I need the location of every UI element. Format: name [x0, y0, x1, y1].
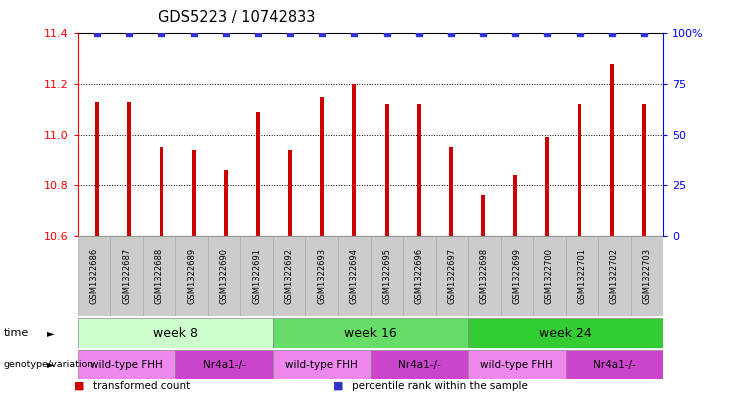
- Bar: [338, 236, 370, 316]
- Bar: [370, 350, 468, 379]
- Bar: [240, 236, 273, 316]
- Bar: [565, 236, 598, 316]
- Text: GSM1322694: GSM1322694: [350, 248, 359, 304]
- Bar: [78, 318, 273, 348]
- Bar: [370, 236, 403, 316]
- Bar: [533, 236, 565, 316]
- Text: GSM1322697: GSM1322697: [448, 248, 456, 304]
- Bar: [78, 236, 110, 316]
- Bar: [436, 236, 468, 316]
- Bar: [176, 236, 208, 316]
- Bar: [273, 350, 370, 379]
- Text: time: time: [4, 328, 29, 338]
- Bar: [353, 84, 356, 236]
- Bar: [273, 236, 305, 316]
- Bar: [176, 350, 273, 379]
- Text: ■: ■: [333, 381, 344, 391]
- Text: GDS5223 / 10742833: GDS5223 / 10742833: [159, 10, 316, 25]
- Text: GSM1322696: GSM1322696: [415, 248, 424, 304]
- Bar: [192, 150, 196, 236]
- Text: week 16: week 16: [344, 327, 397, 340]
- Text: ►: ►: [47, 328, 54, 338]
- Bar: [159, 147, 163, 236]
- Bar: [256, 112, 260, 236]
- Text: GSM1322693: GSM1322693: [317, 248, 326, 304]
- Text: GSM1322688: GSM1322688: [155, 248, 164, 304]
- Text: Nr4a1-/-: Nr4a1-/-: [203, 360, 245, 369]
- Bar: [468, 318, 663, 348]
- Text: Nr4a1-/-: Nr4a1-/-: [398, 360, 441, 369]
- Text: Nr4a1-/-: Nr4a1-/-: [593, 360, 636, 369]
- Text: GSM1322687: GSM1322687: [122, 248, 131, 304]
- Bar: [468, 350, 565, 379]
- Text: transformed count: transformed count: [93, 381, 190, 391]
- Text: genotype/variation: genotype/variation: [4, 360, 94, 369]
- Text: GSM1322703: GSM1322703: [642, 248, 651, 304]
- Bar: [598, 236, 631, 316]
- Text: GSM1322700: GSM1322700: [545, 248, 554, 304]
- Bar: [403, 236, 436, 316]
- Bar: [468, 236, 501, 316]
- Bar: [610, 64, 614, 236]
- Bar: [385, 104, 388, 236]
- Bar: [95, 102, 99, 236]
- Bar: [305, 236, 338, 316]
- Bar: [273, 318, 468, 348]
- Text: wild-type FHH: wild-type FHH: [285, 360, 358, 369]
- Bar: [514, 175, 517, 236]
- Text: GSM1322695: GSM1322695: [382, 248, 391, 304]
- Text: week 8: week 8: [153, 327, 198, 340]
- Text: wild-type FHH: wild-type FHH: [480, 360, 554, 369]
- Text: GSM1322686: GSM1322686: [90, 248, 99, 304]
- Bar: [78, 350, 176, 379]
- Bar: [545, 137, 549, 236]
- Bar: [288, 150, 292, 236]
- Text: wild-type FHH: wild-type FHH: [90, 360, 163, 369]
- Bar: [565, 350, 663, 379]
- Text: GSM1322698: GSM1322698: [480, 248, 489, 304]
- Bar: [127, 102, 131, 236]
- Bar: [224, 170, 227, 236]
- Text: week 24: week 24: [539, 327, 592, 340]
- Text: ■: ■: [74, 381, 84, 391]
- Text: percentile rank within the sample: percentile rank within the sample: [352, 381, 528, 391]
- Text: GSM1322691: GSM1322691: [252, 248, 261, 304]
- Bar: [481, 195, 485, 236]
- Bar: [449, 147, 453, 236]
- Text: GSM1322692: GSM1322692: [285, 248, 293, 304]
- Text: GSM1322701: GSM1322701: [577, 248, 586, 304]
- Bar: [631, 236, 663, 316]
- Bar: [417, 104, 421, 236]
- Bar: [501, 236, 533, 316]
- Bar: [143, 236, 176, 316]
- Text: GSM1322690: GSM1322690: [219, 248, 229, 304]
- Text: ►: ►: [47, 360, 54, 369]
- Bar: [578, 104, 582, 236]
- Bar: [208, 236, 240, 316]
- Text: GSM1322699: GSM1322699: [512, 248, 522, 304]
- Text: GSM1322689: GSM1322689: [187, 248, 196, 304]
- Bar: [320, 97, 324, 236]
- Text: GSM1322702: GSM1322702: [610, 248, 619, 304]
- Bar: [642, 104, 646, 236]
- Bar: [110, 236, 143, 316]
